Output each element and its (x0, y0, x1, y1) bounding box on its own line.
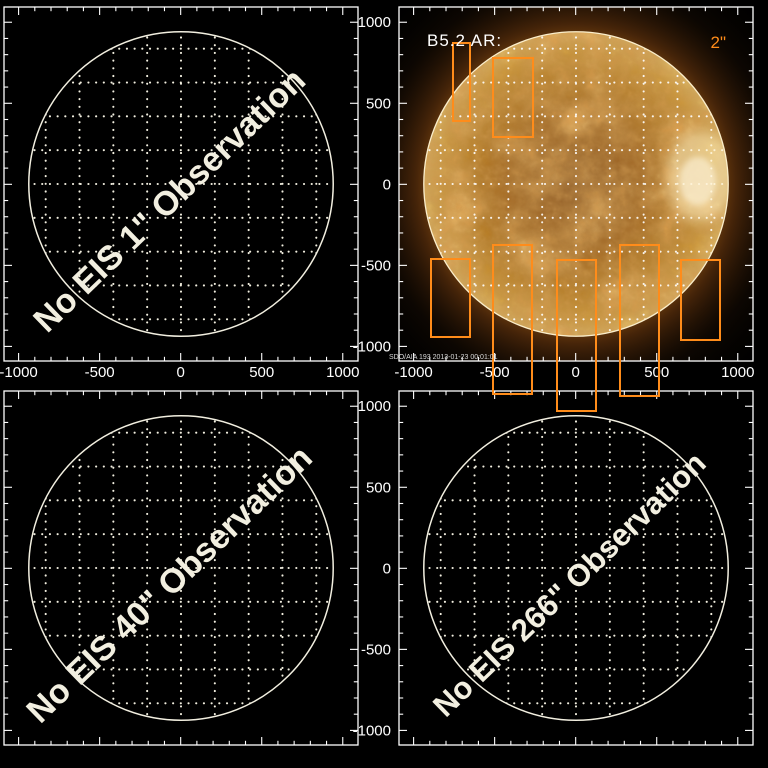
svg-text:B5.2 AR:: B5.2 AR: (427, 31, 502, 50)
svg-text:SDO/AIA 193 2013-01-23 00:01:: SDO/AIA 193 2013-01-23 00:01:01 (389, 354, 498, 361)
svg-text:2": 2" (711, 33, 727, 52)
